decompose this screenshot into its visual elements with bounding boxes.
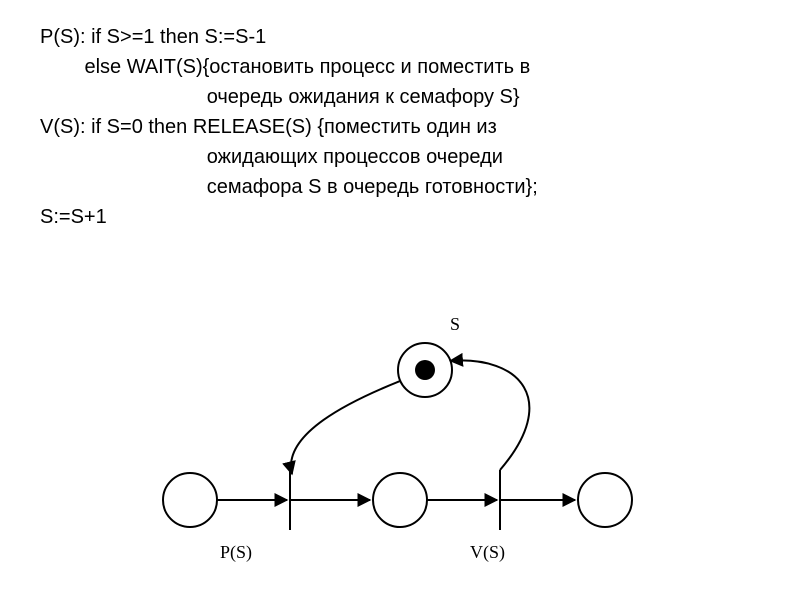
label-ps: P(S) [220,542,252,563]
label-vs: V(S) [470,542,505,563]
code-line-4: V(S): if S=0 then RELEASE(S) {поместить … [40,112,497,142]
arc-t2-s [450,360,529,470]
code-line-1: P(S): if S>=1 then S:=S-1 [40,22,266,52]
code-line-2: else WAIT(S){остановить процесс и помест… [40,52,530,82]
code-line-6: семафора S в очередь готовности}; [40,172,538,202]
arc-s-t1 [291,381,400,474]
place-2 [373,473,427,527]
petri-net-diagram: S P(S) V(S) [150,310,680,580]
place-1 [163,473,217,527]
code-line-3: очередь ожидания к семафору S} [40,82,520,112]
token-s [415,360,435,380]
code-line-5: ожидающих процессов очереди [40,142,503,172]
code-line-7: S:=S+1 [40,202,107,232]
label-s: S [450,314,460,334]
place-3 [578,473,632,527]
